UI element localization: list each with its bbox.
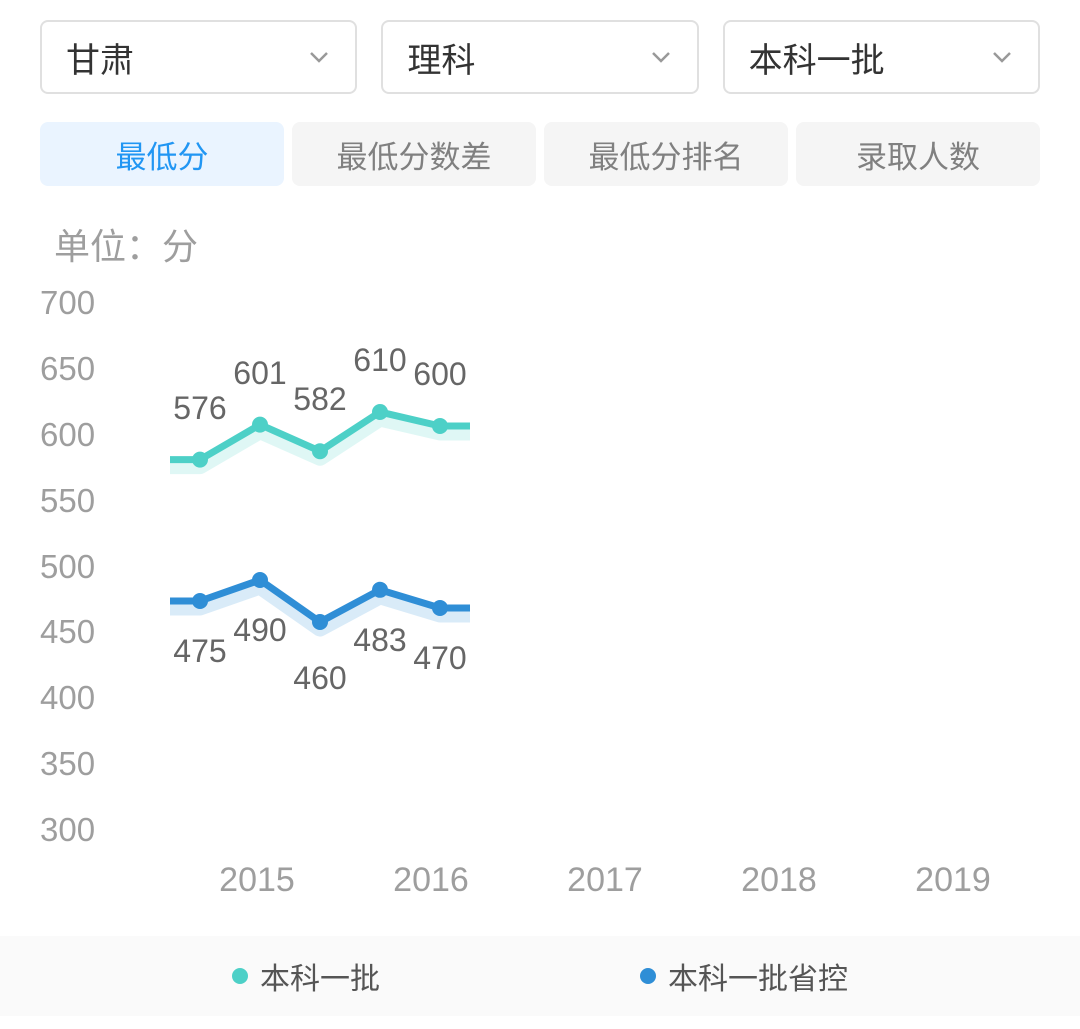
data-label: 475 [173, 633, 226, 670]
tab-lowest-score[interactable]: 最低分 [40, 122, 284, 186]
y-tick: 450 [40, 615, 150, 648]
y-tick: 700 [40, 286, 150, 319]
y-tick: 300 [40, 813, 150, 846]
dropdown-subject[interactable]: 理科 [381, 20, 698, 94]
chevron-down-icon [649, 45, 673, 69]
tab-score-diff[interactable]: 最低分数差 [292, 122, 536, 186]
y-tick: 600 [40, 418, 150, 451]
x-tick: 2018 [692, 861, 866, 900]
dropdown-batch[interactable]: 本科一批 [723, 20, 1040, 94]
legend-item: 本科一批省控 [640, 954, 848, 998]
chevron-down-icon [307, 45, 331, 69]
legend-label: 本科一批省控 [668, 954, 848, 998]
y-tick: 400 [40, 681, 150, 714]
data-label: 483 [353, 622, 406, 659]
chart-area: 700 650 600 550 500 450 400 350 300 201520162017… [40, 286, 1040, 926]
data-label: 610 [353, 342, 406, 379]
data-label: 601 [233, 355, 286, 392]
y-tick: 650 [40, 352, 150, 385]
unit-label: 单位：分 [54, 218, 1040, 270]
dropdown-subject-label: 理科 [407, 33, 475, 82]
data-label: 470 [413, 640, 466, 677]
legend: 本科一批 本科一批省控 [0, 936, 1080, 1016]
legend-dot [640, 968, 656, 984]
data-label: 490 [233, 612, 286, 649]
dropdown-province-label: 甘肃 [66, 33, 134, 82]
y-tick: 500 [40, 550, 150, 583]
dropdown-row: 甘肃 理科 本科一批 [40, 20, 1040, 94]
tab-row: 最低分 最低分数差 最低分排名 录取人数 [40, 122, 1040, 186]
y-tick: 550 [40, 484, 150, 517]
x-tick: 2017 [518, 861, 692, 900]
y-axis: 700 650 600 550 500 450 400 350 300 [40, 286, 150, 846]
tab-lowest-rank[interactable]: 最低分排名 [544, 122, 788, 186]
x-tick: 2019 [866, 861, 1040, 900]
data-label: 582 [293, 381, 346, 418]
legend-item: 本科一批 [232, 954, 380, 998]
legend-dot [232, 968, 248, 984]
tab-admission-count[interactable]: 录取人数 [796, 122, 1040, 186]
x-tick: 2016 [344, 861, 518, 900]
chevron-down-icon [990, 45, 1014, 69]
dropdown-batch-label: 本科一批 [749, 33, 885, 82]
data-label: 460 [293, 660, 346, 697]
legend-label: 本科一批 [260, 954, 380, 998]
x-tick: 2015 [170, 861, 344, 900]
dropdown-province[interactable]: 甘肃 [40, 20, 357, 94]
data-label: 600 [413, 356, 466, 393]
data-label: 576 [173, 390, 226, 427]
y-tick: 350 [40, 747, 150, 780]
x-axis: 20152016201720182019 [170, 861, 1040, 900]
